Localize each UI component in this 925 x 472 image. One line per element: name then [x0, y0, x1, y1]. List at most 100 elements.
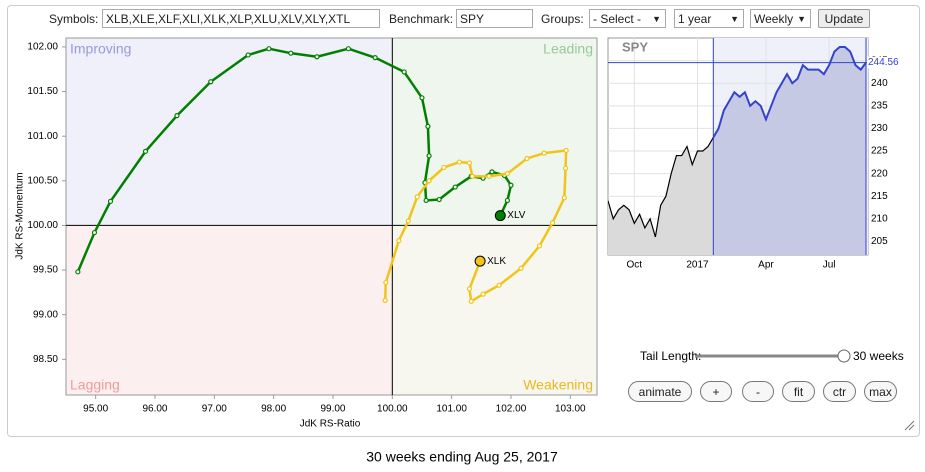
x-tick-label: 96.00 — [142, 404, 167, 415]
plus-button[interactable]: + — [700, 381, 732, 402]
symbols-label: Symbols: — [49, 12, 99, 26]
tail-point — [372, 55, 378, 61]
tail-point — [405, 218, 411, 224]
y-tick-label: 240 — [871, 78, 888, 89]
footer: 30 weeks ending Aug 25, 2017 — [366, 449, 558, 465]
symbols-input[interactable]: XLB,XLE,XLF,XLI,XLK,XLP,XLU,XLV,XLY,XTL — [102, 9, 380, 28]
head-marker — [474, 255, 486, 267]
frequency-select[interactable]: Weekly — [750, 9, 811, 28]
tail-point — [314, 54, 320, 60]
y-tick-label: 101.00 — [27, 131, 58, 142]
tail-point — [524, 155, 530, 162]
quadrant-label: Improving — [70, 41, 131, 57]
update-button[interactable]: Update — [818, 9, 870, 28]
fit-button[interactable]: fit — [782, 381, 815, 402]
tail-point — [266, 46, 272, 52]
tail-point — [142, 148, 149, 154]
tail-point — [518, 265, 524, 271]
tail-point — [436, 196, 442, 203]
x-tick-label: 103.00 — [555, 404, 586, 415]
y-tick-label: 220 — [871, 168, 888, 179]
x-tick-label: 102.00 — [496, 404, 527, 415]
quadrant-improving — [66, 38, 393, 226]
tail-point — [466, 160, 473, 166]
series-label: XLK — [487, 256, 506, 267]
y-tick-label: 100.00 — [27, 220, 58, 231]
tail-point — [452, 184, 458, 190]
quadrant-weakening — [392, 225, 597, 395]
y-tick-label: 215 — [871, 191, 888, 202]
quadrant-label: Lagging — [70, 377, 120, 393]
tail-point — [425, 123, 431, 129]
tail-point — [469, 173, 476, 179]
y-tick-label: 102.00 — [27, 42, 58, 53]
tail-point — [383, 279, 389, 286]
tail-label: Tail Length: — [640, 349, 701, 363]
tail-slider-knob[interactable] — [837, 349, 851, 363]
plot-frame — [65, 37, 598, 396]
max-button[interactable]: max — [864, 381, 897, 402]
tail-point — [396, 237, 402, 244]
x-tick-label: Oct — [627, 260, 643, 271]
quadrant-label: Leading — [543, 41, 593, 57]
tail-point — [536, 243, 543, 249]
tail-point — [541, 150, 547, 156]
resize-handle[interactable] — [904, 420, 915, 431]
tail-point — [561, 195, 567, 201]
head-marker — [494, 210, 506, 222]
tail-point — [419, 95, 425, 101]
series-label: XLV — [507, 210, 525, 221]
tail-point — [562, 165, 569, 171]
x-axis-title: JdK RS-Ratio — [300, 419, 361, 430]
y-tick-label: 210 — [871, 213, 888, 224]
tail-point — [426, 178, 432, 184]
tail-point — [504, 171, 511, 177]
tail-point — [91, 229, 98, 236]
x-tick-label: 98.00 — [261, 404, 286, 415]
x-tick-label: 2017 — [686, 260, 709, 271]
tail-point — [401, 69, 407, 75]
y-tick-label: 99.00 — [33, 309, 58, 320]
tail-point — [107, 198, 114, 204]
tail-point — [456, 159, 462, 165]
benchmark-input[interactable]: SPY — [456, 9, 533, 28]
minus-button[interactable]: - — [742, 381, 774, 402]
animate-button[interactable]: animate — [628, 381, 692, 402]
quadrant-lagging — [66, 225, 393, 395]
period-select[interactable]: 1 year — [674, 9, 744, 28]
tail-point — [174, 113, 180, 119]
tail-point — [75, 269, 81, 275]
y-tick-label: 205 — [871, 236, 888, 247]
last-price-label: 244.56 — [868, 57, 899, 68]
tail-point — [549, 220, 556, 226]
price-area — [608, 137, 714, 255]
y-tick-label: 99.50 — [33, 265, 58, 276]
x-tick-label: 99.00 — [320, 404, 345, 415]
price-area-tail — [713, 47, 866, 255]
y-tick-label: 235 — [871, 100, 888, 111]
tail-point — [414, 194, 420, 200]
y-tick-label: 98.50 — [33, 354, 58, 365]
y-tick-label: 101.50 — [27, 86, 58, 97]
y-tick-label: 225 — [871, 146, 888, 157]
quadrant-label: Weakening — [523, 377, 593, 393]
tail-point — [441, 164, 447, 171]
x-tick-label: 101.00 — [436, 404, 467, 415]
tail-point — [426, 153, 432, 159]
y-tick-label: 230 — [871, 123, 888, 134]
tail-point — [466, 286, 473, 292]
groups-select[interactable]: - Select - — [589, 9, 666, 28]
tail-length: 30 weeks — [853, 349, 904, 363]
tail-point — [489, 169, 495, 175]
benchmark-label: Benchmark: — [389, 12, 454, 26]
x-tick-label: 100.00 — [377, 404, 408, 415]
x-tick-label: 97.00 — [202, 404, 227, 415]
y-tick-label: 100.50 — [27, 175, 58, 186]
ctr-button[interactable]: ctr — [823, 381, 856, 402]
tail-point — [382, 297, 388, 303]
tail-point — [504, 197, 511, 204]
groups-label: Groups: — [541, 12, 584, 26]
x-tick-label: Jul — [823, 260, 836, 271]
